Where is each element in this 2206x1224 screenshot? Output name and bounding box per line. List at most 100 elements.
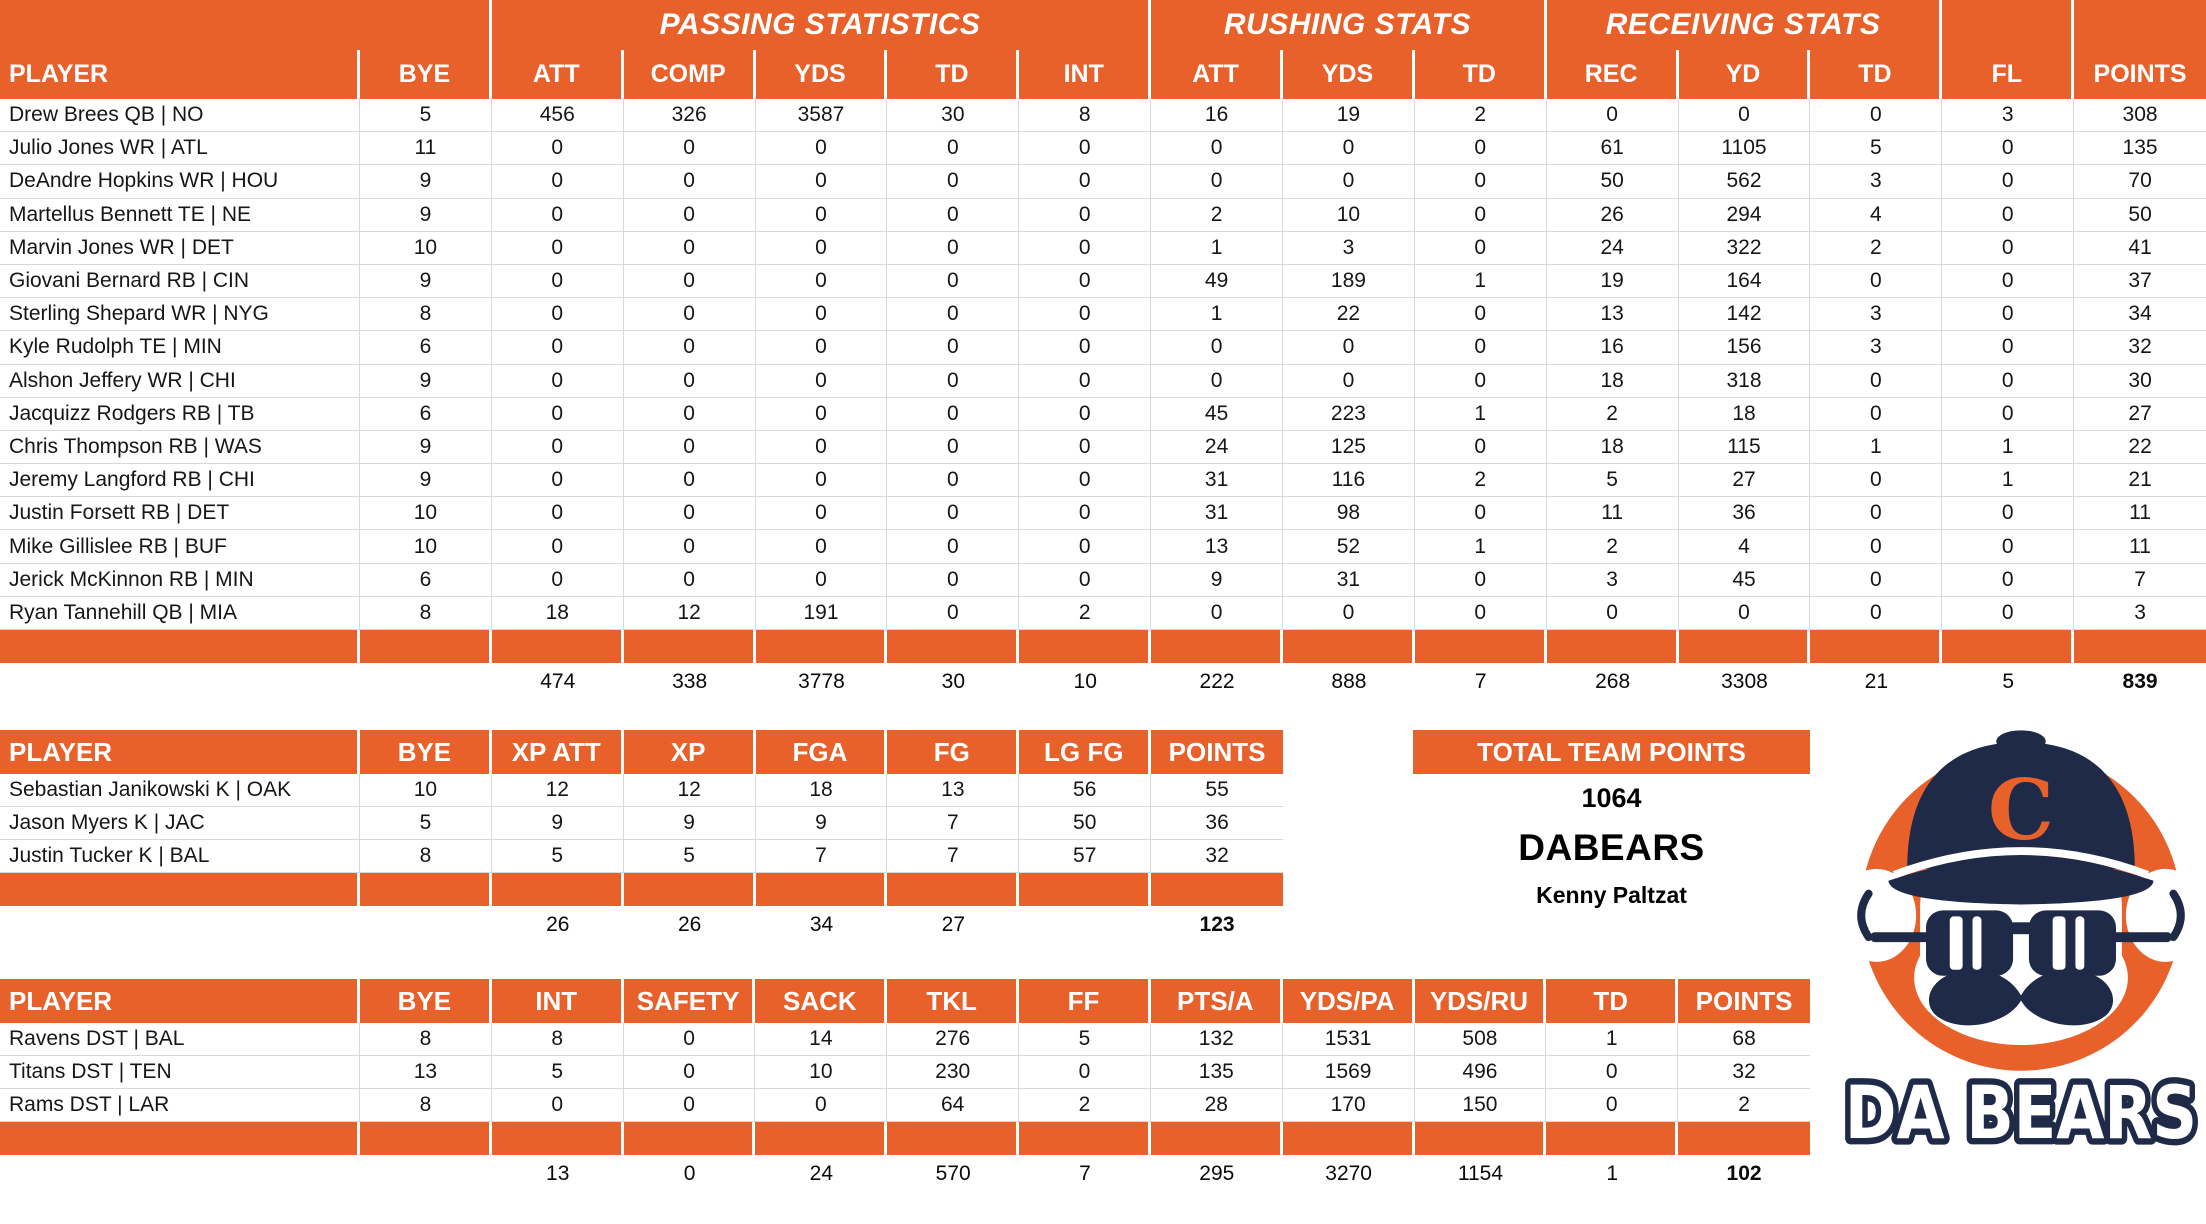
stat-cell[interactable]: 0 [623,1023,756,1056]
stat-cell[interactable]: 56 [1019,774,1152,807]
stat-cell[interactable]: 132 [1150,1023,1283,1056]
stat-cell[interactable]: 0 [623,231,756,265]
stat-cell[interactable]: 0 [1942,530,2075,564]
stat-cell[interactable]: 318 [1678,364,1811,398]
stat-cell[interactable]: 27 [1678,464,1811,498]
stat-cell[interactable]: 61 [1546,132,1679,166]
stat-cell[interactable]: 22 [1283,298,1415,332]
stat-cell[interactable]: 0 [755,530,888,564]
stat-cell[interactable]: 0 [623,530,756,564]
stat-cell[interactable]: 0 [623,364,756,398]
stat-cell[interactable]: 0 [491,364,624,398]
total-cell[interactable]: 7 [1079,1161,1091,1185]
stat-cell[interactable]: 0 [887,464,1020,498]
stat-cell[interactable]: 18 [491,596,624,630]
stat-cell[interactable]: 9 [1151,563,1283,597]
column-header[interactable]: YDS [755,50,888,99]
stat-cell[interactable]: 1 [1810,430,1943,465]
stat-cell[interactable]: 36 [1678,497,1811,531]
stat-cell[interactable]: 10 [360,530,492,564]
stat-cell[interactable]: 2 [1019,596,1152,630]
stat-cell[interactable]: 0 [755,397,888,431]
stat-cell[interactable]: 0 [1414,231,1547,265]
stat-cell[interactable]: 0 [1151,596,1283,630]
stat-cell[interactable]: 0 [1019,132,1152,166]
stat-cell[interactable]: 0 [623,198,756,232]
stat-cell[interactable]: 0 [887,563,1020,597]
stat-cell[interactable]: 3 [2074,596,2206,630]
total-cell[interactable] [360,1155,492,1188]
stat-cell[interactable]: 0 [755,298,888,332]
stat-cell[interactable]: 0 [1546,596,1679,630]
column-header[interactable]: SACK [755,979,888,1023]
stat-cell[interactable]: 4 [1810,198,1943,232]
stat-cell[interactable]: 49 [1151,264,1283,299]
group-header[interactable] [2074,0,2206,50]
stat-cell[interactable]: 50 [1546,165,1679,199]
total-cell[interactable]: 222 [1199,669,1235,693]
stat-cell[interactable]: 308 [2074,99,2206,133]
stat-cell[interactable]: 0 [491,331,624,365]
stat-cell[interactable]: 7 [755,840,888,873]
stat-cell[interactable]: 24 [1151,430,1283,465]
stat-cell[interactable]: 0 [887,165,1020,199]
column-header[interactable]: INT [1019,50,1152,99]
stat-cell[interactable]: 0 [1019,464,1152,498]
stat-cell[interactable]: 13 [887,774,1020,807]
stat-cell[interactable]: 0 [1151,331,1283,365]
stat-cell[interactable]: 0 [755,264,888,299]
player-cell[interactable]: Ravens DST | BAL [0,1023,360,1056]
stat-cell[interactable]: 189 [1283,264,1415,299]
player-cell[interactable]: Mike Gillislee RB | BUF [0,530,360,564]
stat-cell[interactable]: 0 [887,530,1020,564]
stat-cell[interactable]: 9 [360,198,492,232]
stat-cell[interactable]: 9 [360,464,492,498]
stat-cell[interactable]: 68 [1678,1023,1810,1056]
stat-cell[interactable]: 0 [491,530,624,564]
stat-cell[interactable]: 0 [755,198,888,232]
stat-cell[interactable]: 0 [755,1089,888,1122]
player-cell[interactable]: DeAndre Hopkins WR | HOU [0,165,360,199]
stat-cell[interactable]: 2 [1019,1089,1151,1122]
stat-cell[interactable]: 0 [623,397,756,431]
total-cell[interactable]: 1 [1606,1161,1619,1185]
stat-cell[interactable]: 5 [360,99,492,133]
stat-cell[interactable]: 9 [360,364,492,398]
total-team-points-header[interactable]: TOTAL TEAM POINTS [1413,730,1810,774]
stat-cell[interactable]: 0 [1019,397,1152,431]
stat-cell[interactable]: 0 [1283,596,1415,630]
stat-cell[interactable]: 6 [360,563,492,597]
stat-cell[interactable]: 2 [1546,530,1679,564]
stat-cell[interactable]: 223 [1283,397,1415,431]
column-header[interactable]: INT [491,979,624,1023]
stat-cell[interactable]: 10 [360,774,492,807]
total-cell[interactable] [0,906,360,939]
stat-cell[interactable]: 0 [1414,198,1547,232]
stat-cell[interactable]: 7 [2074,563,2206,597]
stat-cell[interactable]: 0 [755,464,888,498]
stat-cell[interactable]: 11 [2074,530,2206,564]
stat-cell[interactable]: 13 [360,1056,492,1089]
stat-cell[interactable]: 0 [491,497,624,531]
total-cell[interactable]: 295 [1199,1161,1235,1185]
total-cell[interactable]: 34 [809,912,834,936]
column-header[interactable]: YD [1678,50,1811,99]
stat-cell[interactable]: 8 [1019,99,1152,133]
stat-cell[interactable]: 0 [1810,530,1943,564]
stat-cell[interactable]: 0 [1414,165,1547,199]
stat-cell[interactable]: 0 [1942,231,2075,265]
stat-cell[interactable]: 11 [360,132,492,166]
total-cell[interactable]: 338 [672,669,708,693]
total-cell[interactable]: 24 [809,1161,834,1185]
stat-cell[interactable]: 10 [360,231,492,265]
stat-cell[interactable]: 3 [1810,298,1943,332]
stat-cell[interactable]: 0 [887,430,1020,465]
total-cell[interactable]: 13 [546,1161,570,1185]
stat-cell[interactable]: 0 [1942,596,2075,630]
stat-cell[interactable]: 0 [1019,497,1152,531]
stat-cell[interactable]: 3 [1942,99,2075,133]
stat-cell[interactable]: 13 [1151,530,1283,564]
total-cell[interactable] [360,663,492,696]
stat-cell[interactable]: 0 [1019,231,1152,265]
player-cell[interactable]: Sterling Shepard WR | NYG [0,298,360,332]
